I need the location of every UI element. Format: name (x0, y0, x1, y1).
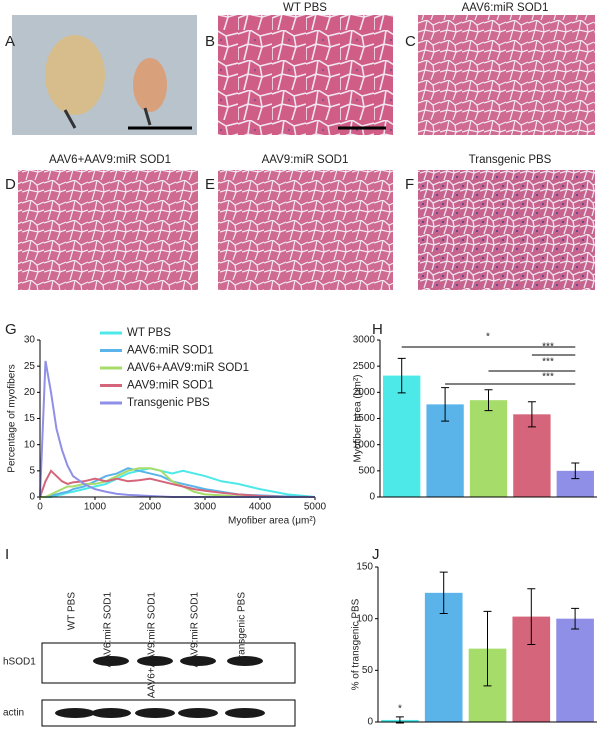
y-tick-label: 100 (356, 613, 373, 624)
panel-title: AAV6+AAV9:miR SOD1 (49, 154, 171, 166)
panel-letter: I (5, 546, 9, 563)
band (91, 708, 131, 718)
panel-letter: C (405, 33, 416, 50)
x-tick-label: 0 (37, 502, 43, 513)
error-bar (484, 389, 493, 412)
panel-title: AAV6:miR SOD1 (462, 2, 549, 14)
y-tick-label: 3000 (353, 335, 376, 346)
y-tick-label: 1000 (353, 439, 376, 450)
panel-letter: E (205, 176, 215, 193)
error-bar (397, 357, 406, 394)
x-tick-label: 2000 (139, 502, 162, 513)
lane-label: AAV6:miR SOD1 (103, 592, 114, 668)
image-a (12, 15, 197, 135)
band (137, 656, 173, 666)
image-e (218, 170, 393, 290)
y-tick-label: 0 (29, 492, 35, 503)
significance: *** (542, 342, 554, 353)
panel-title: WT PBS (283, 2, 327, 14)
y-axis-label: Myofiber area (μm²) (353, 375, 364, 463)
y-tick-label: 30 (24, 335, 36, 346)
significance: *** (542, 357, 554, 368)
axes (379, 340, 597, 498)
bar (469, 400, 508, 497)
band (93, 656, 129, 666)
panel-letter: B (205, 33, 215, 50)
row-label: actin (3, 708, 24, 719)
panel-letter: G (5, 321, 17, 338)
band (180, 656, 216, 666)
band (225, 708, 265, 718)
panel-letter: F (405, 176, 414, 193)
line (39, 469, 315, 498)
legend-label: AAV6+AAV9:miR SOD1 (127, 362, 249, 374)
band (227, 656, 263, 666)
panel-letter: J (372, 546, 380, 563)
x-tick-label: 5000 (304, 502, 327, 513)
error-bar (571, 462, 580, 480)
band (135, 708, 175, 718)
legend-label: AAV9:miR SOD1 (127, 380, 214, 392)
image-b (218, 15, 393, 135)
axes (377, 567, 597, 723)
lane-label: WT PBS (67, 592, 78, 630)
x-axis-label: Myofiber area (μm²) (228, 516, 316, 527)
band (55, 708, 95, 718)
y-tick-label: 5 (29, 465, 35, 476)
y-tick-label: 2500 (353, 361, 376, 372)
panel-letter: D (5, 176, 16, 193)
line (40, 467, 316, 498)
band (178, 708, 218, 718)
significance: * (398, 703, 402, 714)
panel-letter: H (372, 321, 383, 338)
image-d (18, 170, 198, 290)
y-tick-label: 25 (24, 361, 36, 372)
error-bar (527, 401, 536, 428)
panel-title: Transgenic PBS (469, 154, 552, 166)
y-tick-label: 0 (367, 717, 373, 728)
error-bar (527, 588, 536, 645)
lane-label: Transgenic PBS (237, 592, 248, 664)
error-bar (439, 571, 448, 614)
legend-label: WT PBS (127, 327, 171, 339)
lane-label: AAV6+AAV9:miR SOD1 (147, 592, 158, 698)
axes (39, 340, 315, 498)
bar (424, 592, 463, 722)
error-bar (441, 387, 450, 422)
y-tick-label: 150 (356, 562, 373, 573)
legend-label: Transgenic PBS (127, 397, 210, 409)
row-label: hSOD1 (3, 657, 36, 668)
bar (556, 618, 594, 722)
y-tick-label: 0 (369, 492, 375, 503)
panel-title: AAV9:miR SOD1 (262, 154, 349, 166)
x-tick-label: 3000 (194, 502, 217, 513)
y-tick-label: 15 (24, 413, 36, 424)
y-tick-label: 10 (24, 439, 36, 450)
x-tick-label: 4000 (249, 502, 272, 513)
lane-label: AAV9:miR SOD1 (190, 592, 201, 668)
image-c (418, 15, 595, 135)
line (40, 467, 315, 498)
significance: *** (542, 372, 554, 383)
panel-letter: A (5, 33, 15, 50)
image-f (418, 170, 595, 290)
bar (383, 375, 421, 497)
bar (513, 414, 551, 497)
error-bar (483, 610, 492, 687)
y-tick-label: 1500 (353, 413, 376, 424)
x-tick-label: 1000 (84, 502, 107, 513)
y-tick-label: 2000 (353, 387, 376, 398)
y-tick-label: 20 (24, 387, 36, 398)
y-axis-label: % of transgenic PBS (351, 598, 362, 690)
y-tick-label: 50 (362, 665, 374, 676)
y-tick-label: 500 (358, 465, 375, 476)
y-axis-label: Percentage of myofibers (7, 364, 18, 472)
error-bar (571, 607, 580, 630)
significance: * (486, 332, 490, 343)
legend-label: AAV6:miR SOD1 (127, 345, 214, 357)
